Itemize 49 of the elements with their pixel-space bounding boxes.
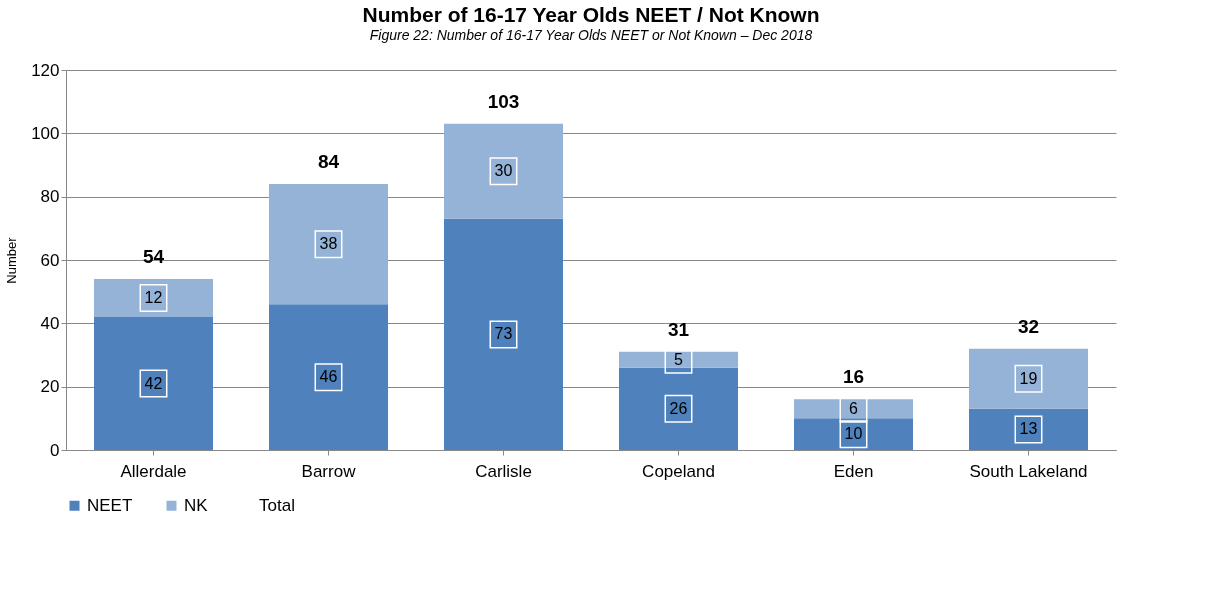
data-label: 13 (1019, 420, 1038, 438)
data-label: 5 (674, 350, 684, 368)
data-label: 73 (494, 325, 513, 343)
bar (444, 123, 563, 219)
total-label: 31 (667, 318, 690, 340)
data-label: 12 (144, 289, 163, 306)
bar (94, 317, 213, 450)
x-tick-label: Eden (833, 461, 874, 481)
data-label: 46 (319, 368, 338, 386)
data-label: 42 (144, 374, 163, 392)
y-tick-label: 0 (50, 440, 60, 460)
y-tick-label: 40 (40, 313, 60, 333)
bar (969, 408, 1088, 450)
bar (794, 399, 913, 419)
total-label: 84 (317, 151, 340, 172)
total-label: 32 (1017, 315, 1040, 337)
bar (794, 418, 913, 450)
bar (444, 218, 563, 450)
total-label: 16 (842, 366, 865, 388)
data-label: 38 (319, 235, 338, 253)
data-label: 19 (1019, 369, 1038, 387)
x-tick-label: Barrow (301, 461, 357, 481)
y-tick-label: 120 (31, 60, 60, 80)
x-tick-label: Allerdale (120, 461, 187, 481)
y-tick-label: 60 (40, 250, 60, 270)
y-tick-label: 80 (40, 187, 60, 207)
bar (94, 279, 213, 317)
x-tick-label: Copeland (642, 461, 715, 481)
bar (619, 367, 738, 450)
data-label: 6 (849, 399, 859, 417)
legend-label: NEET (87, 495, 133, 515)
legend-label: NK (184, 495, 209, 515)
data-label: 30 (494, 162, 513, 180)
y-tick-label: 20 (40, 377, 60, 397)
bar (269, 304, 388, 450)
total-label: 54 (142, 246, 165, 267)
data-label: 10 (844, 425, 863, 443)
chart-title: Number of 16-17 Year Olds NEET / Not Known (362, 3, 820, 26)
bar (969, 348, 1088, 409)
caption: Figure 22: Number of 16-17 Year Olds NEET or Not Known – Dec 2018 (369, 27, 813, 43)
total-label: 103 (487, 90, 520, 112)
x-tick-label: South Lakeland (969, 461, 1088, 481)
data-label: 26 (669, 399, 688, 417)
bar (619, 351, 738, 368)
x-tick-label: Carlisle (475, 461, 532, 481)
text: Total (259, 495, 295, 515)
y-tick-label: 100 (31, 123, 60, 143)
bar (269, 184, 388, 305)
y-axis-title: Number (4, 236, 20, 284)
